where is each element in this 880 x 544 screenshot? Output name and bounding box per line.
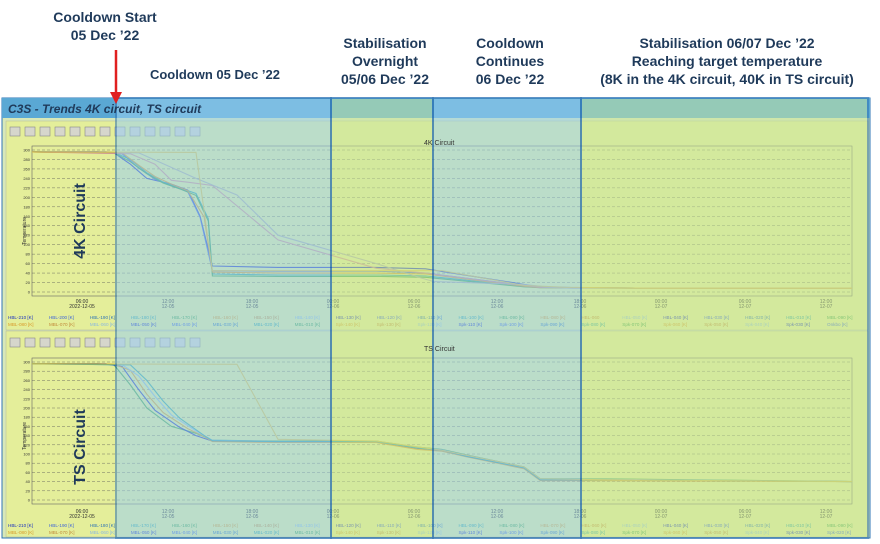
y-tick-label-0-4: 220 bbox=[23, 185, 30, 190]
circuit-label-4k: 4K Circuit bbox=[72, 183, 89, 259]
chart-title-4k: 4K Circuit bbox=[424, 140, 455, 147]
legend-entry-0-2: HBL-190 [K] bbox=[90, 315, 115, 320]
y-tick-label-1-4: 220 bbox=[23, 396, 30, 401]
legend-entry-0-23: MBL-060 [K] bbox=[90, 322, 116, 327]
zoom-x-icon bbox=[54, 126, 66, 137]
legend-entry-1-22: MBL-070 [K] bbox=[49, 530, 75, 535]
pan-icon bbox=[24, 337, 36, 348]
cooldown-start-arrow-head bbox=[110, 92, 122, 104]
y-tick-label-0-12: 60 bbox=[26, 261, 31, 266]
y-tick-label-0-3: 240 bbox=[23, 176, 30, 181]
app-title: C3S - Trends 4K circuit, TS circuit bbox=[8, 102, 202, 116]
y-tick-label-1-8: 140 bbox=[23, 433, 30, 438]
zoom-icon bbox=[39, 126, 51, 137]
band-cooldown-05 bbox=[115, 97, 332, 539]
annotation-stabilisation-final: Stabilisation 06/07 Dec ’22 Reaching tar… bbox=[600, 35, 854, 87]
search-icon bbox=[84, 337, 96, 348]
legend-entry-0-1: HBL-200 [K] bbox=[49, 315, 74, 320]
band-stabilisation-final bbox=[580, 97, 869, 539]
y-tick-label-1-14: 20 bbox=[26, 488, 31, 493]
y-tick-label-0-2: 260 bbox=[23, 166, 30, 171]
cursor-icon bbox=[9, 126, 21, 137]
band-stabilisation-overnight bbox=[330, 97, 434, 539]
zoom-out-icon bbox=[99, 126, 111, 137]
y-tick-label-1-10: 100 bbox=[23, 452, 30, 457]
zoom-out-icon bbox=[99, 337, 111, 348]
y-tick-label-1-15: 0 bbox=[28, 498, 31, 503]
y-tick-label-1-3: 240 bbox=[23, 387, 30, 392]
y-tick-label-0-0: 300 bbox=[23, 148, 30, 153]
legend-entry-0-22: MBL-070 [K] bbox=[49, 322, 75, 327]
cursor-icon bbox=[9, 337, 21, 348]
legend-entry-1-1: HBL-190 [K] bbox=[49, 523, 74, 528]
ylabel-4k: Temperature bbox=[22, 216, 28, 246]
search-icon bbox=[84, 126, 96, 137]
legend-entry-0-0: HBL-210 [K] bbox=[8, 315, 33, 320]
y-tick-label-1-5: 200 bbox=[23, 406, 30, 411]
x-tick-label-1-0: 06:00 2022-12-05 bbox=[69, 509, 95, 520]
pan-icon bbox=[24, 126, 36, 137]
band-cooldown-continues bbox=[432, 97, 582, 539]
y-tick-label-1-13: 40 bbox=[26, 479, 31, 484]
y-tick-label-0-6: 180 bbox=[23, 204, 30, 209]
annotation-stabilisation-overnight: Stabilisation Overnight 05/06 Dec ’22 bbox=[341, 35, 429, 87]
y-tick-label-0-15: 0 bbox=[28, 290, 31, 295]
legend-entry-1-23: MBL-060 [K] bbox=[90, 530, 116, 535]
zoom-x-icon bbox=[54, 337, 66, 348]
x-tick-label-0-0: 06:00 2022-12-05 bbox=[69, 299, 95, 310]
y-tick-label-0-10: 100 bbox=[23, 242, 30, 247]
y-tick-label-1-0: 300 bbox=[23, 360, 30, 365]
y-tick-label-1-11: 80 bbox=[26, 461, 31, 466]
y-tick-label-0-14: 20 bbox=[26, 280, 31, 285]
chart-icon bbox=[69, 337, 81, 348]
y-tick-label-0-13: 40 bbox=[26, 271, 31, 276]
chart-title-ts: TS Circuit bbox=[424, 346, 455, 353]
y-tick-label-0-8: 140 bbox=[23, 223, 30, 228]
y-tick-label-1-7: 160 bbox=[23, 424, 30, 429]
legend-entry-1-2: HBL-180 [K] bbox=[90, 523, 115, 528]
ylabel-ts: Temperature bbox=[22, 421, 28, 451]
y-tick-label-1-6: 180 bbox=[23, 415, 30, 420]
zoom-icon bbox=[39, 337, 51, 348]
annotation-cooldown-05: Cooldown 05 Dec ’22 bbox=[149, 67, 281, 82]
chart-icon bbox=[69, 126, 81, 137]
y-tick-label-1-2: 260 bbox=[23, 378, 30, 383]
y-tick-label-0-5: 200 bbox=[23, 195, 30, 200]
legend-entry-1-0: HBL-210 [K] bbox=[8, 523, 33, 528]
legend-entry-0-21: MBL-080 [K] bbox=[8, 322, 34, 327]
y-tick-label-0-7: 160 bbox=[23, 214, 30, 219]
y-tick-label-1-9: 120 bbox=[23, 442, 30, 447]
annotation-cooldown-continues: Cooldown Continues 06 Dec ’22 bbox=[475, 35, 545, 87]
y-tick-label-0-1: 280 bbox=[23, 157, 30, 162]
y-tick-label-1-1: 280 bbox=[23, 369, 30, 374]
legend-entry-1-21: MBL-080 [K] bbox=[8, 530, 34, 535]
y-tick-label-1-12: 60 bbox=[26, 470, 31, 475]
y-tick-label-0-9: 120 bbox=[23, 233, 30, 238]
circuit-label-ts: TS Circuit bbox=[72, 409, 89, 485]
y-tick-label-0-11: 80 bbox=[26, 252, 31, 257]
annotation-cooldown-start: Cooldown Start 05 Dec ’22 bbox=[53, 9, 157, 43]
